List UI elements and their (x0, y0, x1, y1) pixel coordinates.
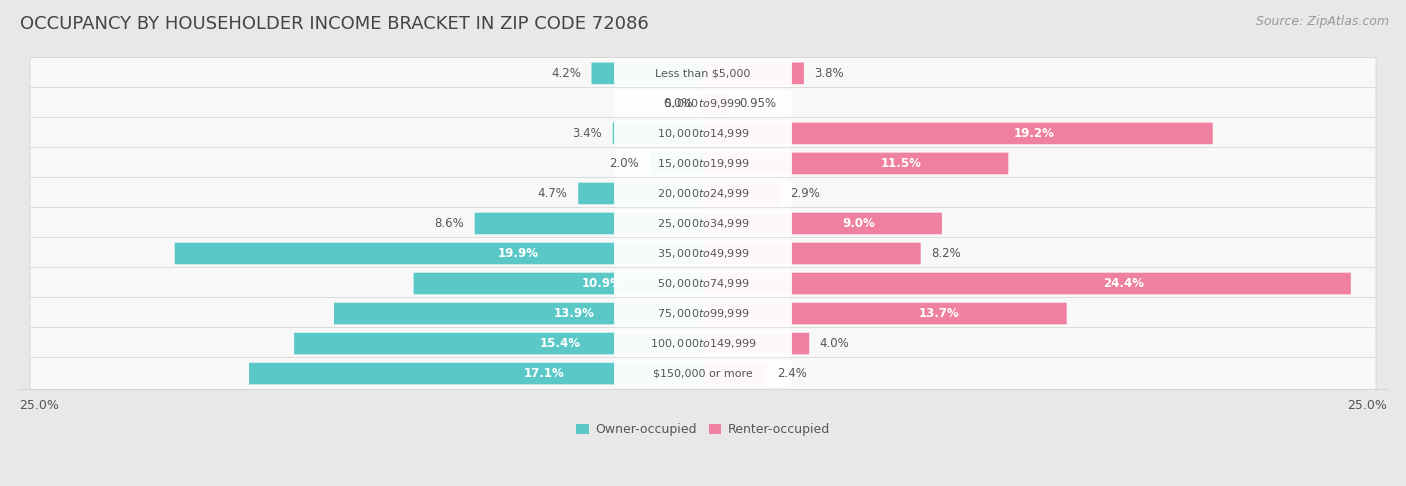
FancyBboxPatch shape (614, 210, 792, 237)
FancyBboxPatch shape (30, 268, 1376, 299)
FancyBboxPatch shape (30, 297, 1376, 330)
Text: 2.9%: 2.9% (790, 187, 821, 200)
FancyBboxPatch shape (294, 333, 703, 354)
Text: 4.0%: 4.0% (820, 337, 849, 350)
FancyBboxPatch shape (703, 93, 728, 114)
Text: 9.0%: 9.0% (842, 217, 875, 230)
FancyBboxPatch shape (703, 333, 810, 354)
Text: 19.2%: 19.2% (1014, 127, 1054, 140)
Text: 10.9%: 10.9% (581, 277, 621, 290)
FancyBboxPatch shape (30, 208, 1376, 240)
Text: $5,000 to $9,999: $5,000 to $9,999 (664, 97, 742, 110)
Text: 4.7%: 4.7% (537, 187, 568, 200)
FancyBboxPatch shape (592, 63, 703, 84)
FancyBboxPatch shape (614, 240, 792, 267)
Text: Source: ZipAtlas.com: Source: ZipAtlas.com (1256, 15, 1389, 28)
FancyBboxPatch shape (249, 363, 703, 384)
FancyBboxPatch shape (703, 273, 1351, 295)
FancyBboxPatch shape (703, 63, 804, 84)
FancyBboxPatch shape (614, 60, 792, 87)
Text: 24.4%: 24.4% (1104, 277, 1144, 290)
FancyBboxPatch shape (703, 303, 1067, 324)
FancyBboxPatch shape (30, 57, 1376, 89)
FancyBboxPatch shape (30, 328, 1376, 360)
FancyBboxPatch shape (614, 360, 792, 387)
Text: 3.4%: 3.4% (572, 127, 602, 140)
FancyBboxPatch shape (30, 358, 1376, 389)
FancyBboxPatch shape (703, 183, 780, 204)
FancyBboxPatch shape (475, 213, 703, 234)
FancyBboxPatch shape (30, 148, 1376, 179)
FancyBboxPatch shape (703, 243, 921, 264)
Text: 2.4%: 2.4% (778, 367, 807, 380)
Text: $15,000 to $19,999: $15,000 to $19,999 (657, 157, 749, 170)
Text: $50,000 to $74,999: $50,000 to $74,999 (657, 277, 749, 290)
FancyBboxPatch shape (613, 122, 703, 144)
FancyBboxPatch shape (335, 303, 703, 324)
FancyBboxPatch shape (30, 118, 1376, 149)
Text: $25,000 to $34,999: $25,000 to $34,999 (657, 217, 749, 230)
Text: 11.5%: 11.5% (882, 157, 922, 170)
Text: 8.6%: 8.6% (434, 217, 464, 230)
Text: 13.7%: 13.7% (920, 307, 960, 320)
Legend: Owner-occupied, Renter-occupied: Owner-occupied, Renter-occupied (571, 418, 835, 441)
FancyBboxPatch shape (614, 90, 792, 117)
Text: OCCUPANCY BY HOUSEHOLDER INCOME BRACKET IN ZIP CODE 72086: OCCUPANCY BY HOUSEHOLDER INCOME BRACKET … (20, 15, 648, 33)
FancyBboxPatch shape (174, 243, 703, 264)
Text: $100,000 to $149,999: $100,000 to $149,999 (650, 337, 756, 350)
FancyBboxPatch shape (614, 180, 792, 207)
FancyBboxPatch shape (614, 120, 792, 147)
Text: 0.0%: 0.0% (662, 97, 692, 110)
Text: 2.0%: 2.0% (610, 157, 640, 170)
FancyBboxPatch shape (614, 270, 792, 297)
Text: $10,000 to $14,999: $10,000 to $14,999 (657, 127, 749, 140)
FancyBboxPatch shape (30, 238, 1376, 269)
Text: $20,000 to $24,999: $20,000 to $24,999 (657, 187, 749, 200)
FancyBboxPatch shape (703, 122, 1213, 144)
FancyBboxPatch shape (703, 213, 942, 234)
FancyBboxPatch shape (578, 183, 703, 204)
FancyBboxPatch shape (614, 300, 792, 327)
FancyBboxPatch shape (30, 177, 1376, 209)
Text: 0.95%: 0.95% (738, 97, 776, 110)
FancyBboxPatch shape (703, 363, 766, 384)
Text: 4.2%: 4.2% (551, 67, 581, 80)
Text: $75,000 to $99,999: $75,000 to $99,999 (657, 307, 749, 320)
FancyBboxPatch shape (614, 150, 792, 177)
FancyBboxPatch shape (650, 153, 703, 174)
Text: $35,000 to $49,999: $35,000 to $49,999 (657, 247, 749, 260)
Text: $150,000 or more: $150,000 or more (654, 368, 752, 379)
Text: 17.1%: 17.1% (523, 367, 564, 380)
Text: 15.4%: 15.4% (540, 337, 581, 350)
FancyBboxPatch shape (614, 330, 792, 357)
FancyBboxPatch shape (30, 87, 1376, 120)
FancyBboxPatch shape (413, 273, 703, 295)
Text: Less than $5,000: Less than $5,000 (655, 69, 751, 78)
Text: 8.2%: 8.2% (931, 247, 962, 260)
FancyBboxPatch shape (703, 153, 1008, 174)
Text: 13.9%: 13.9% (554, 307, 595, 320)
Text: 3.8%: 3.8% (814, 67, 844, 80)
Text: 19.9%: 19.9% (498, 247, 538, 260)
